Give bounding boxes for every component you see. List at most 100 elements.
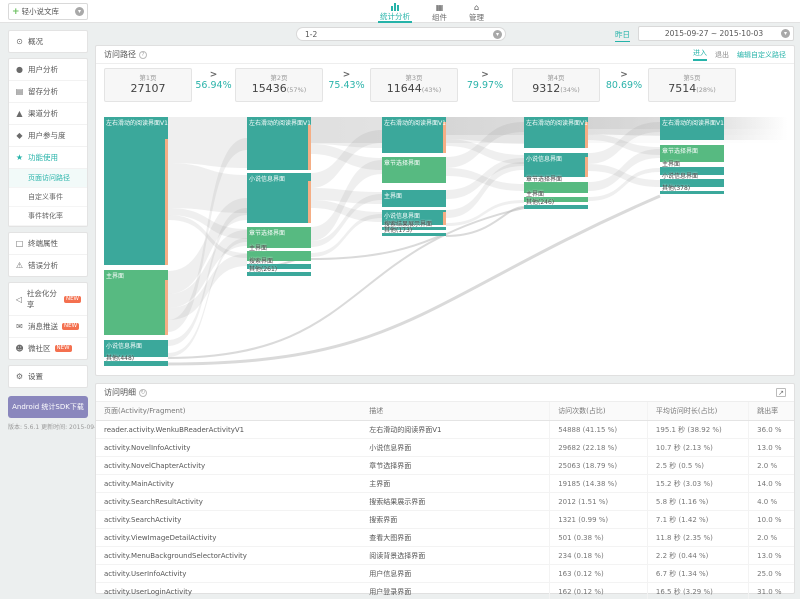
chevron-down-icon[interactable]: ▾ bbox=[75, 7, 84, 16]
path-view-link[interactable]: 编辑自定义路径 bbox=[737, 50, 786, 59]
sankey-node[interactable]: 主界面 bbox=[524, 191, 588, 202]
sankey-node[interactable]: 其他(246) bbox=[524, 199, 588, 209]
node-label: 主界面 bbox=[526, 191, 545, 198]
nav-tab-puzzle[interactable]: ▦ 组件 bbox=[430, 0, 449, 23]
detail-col-header: 访问次数(占比) bbox=[549, 402, 648, 421]
detail-col-header: 平均访问时长(占比) bbox=[646, 402, 749, 421]
node-label: 其他(261) bbox=[249, 266, 278, 273]
toolbar: 1-2 ▾ 昨日 2015-09-27 ~ 2015-10-03 ▾ bbox=[0, 26, 800, 42]
sidebar-item-label: 消息推送 bbox=[28, 322, 58, 331]
sankey-node[interactable]: 搜索界面 bbox=[247, 258, 311, 269]
sidebar-item-feature-usage[interactable]: ★ 功能使用 bbox=[9, 147, 87, 169]
sankey-node[interactable]: 小说信息界面 bbox=[104, 340, 168, 357]
metric-value: 16.5 秒 (3.29 %) bbox=[646, 582, 749, 599]
sidebar-item-error-analysis[interactable]: ⚠ 错误分析 bbox=[9, 255, 87, 276]
transition-rate: 79.97% bbox=[466, 80, 504, 91]
sankey-node[interactable]: 章节选择界面 bbox=[524, 176, 588, 193]
sidebar-item-label: 微社区 bbox=[28, 344, 51, 353]
android-sdk-download-button[interactable]: Android 统计SDK下载 bbox=[8, 396, 88, 418]
sankey-node[interactable]: 小说信息界面 bbox=[660, 173, 724, 187]
sidebar-subitem[interactable]: 页面访问路径 bbox=[9, 169, 87, 188]
sankey-node[interactable]: 小说信息界面 bbox=[382, 210, 446, 225]
sidebar-item-social-share[interactable]: ◁ 社会化分享 NEW bbox=[9, 283, 87, 316]
sankey-node[interactable]: 左右滑动的阅读界面V1 bbox=[247, 117, 311, 170]
sankey-node[interactable]: 左右滑动的阅读界面V1 bbox=[660, 117, 724, 140]
sankey-node[interactable]: 其他(173) bbox=[382, 227, 446, 236]
new-badge: NEW bbox=[54, 345, 72, 352]
sidebar-item-channel[interactable]: ▲ 渠道分析 bbox=[9, 103, 87, 125]
sidebar-subitem[interactable]: 自定义事件 bbox=[9, 188, 87, 207]
bar-chart-icon bbox=[391, 3, 399, 11]
export-icon[interactable]: ↗ bbox=[776, 388, 786, 397]
sidebar-item-overview[interactable]: ⊙ 概况 bbox=[9, 31, 87, 52]
visit-detail-title: 访问明细 bbox=[104, 388, 136, 397]
engagement-icon: ◆ bbox=[16, 131, 23, 140]
exit-strip bbox=[308, 124, 311, 170]
sankey-node[interactable]: 搜索结果展示界面 bbox=[382, 221, 446, 230]
table-row: activity.SearchActivity 搜索界面 1321 (0.99 %)… bbox=[96, 510, 794, 529]
sankey-node[interactable]: 左右滑动的阅读界面V1 bbox=[524, 117, 588, 148]
sankey-node[interactable]: 其他(378) bbox=[660, 185, 724, 194]
node-bar bbox=[382, 190, 446, 207]
chevron-down-icon[interactable]: ▾ bbox=[781, 29, 790, 38]
refresh-icon[interactable]: ↻ bbox=[139, 388, 147, 397]
app-selector[interactable]: + 轻小说文库 ▾ bbox=[8, 3, 88, 20]
sidebar-item-retention[interactable]: ▤ 留存分析 bbox=[9, 81, 87, 103]
node-label: 章节选择界面 bbox=[662, 148, 699, 155]
node-bar bbox=[247, 227, 311, 248]
node-bar bbox=[382, 157, 446, 183]
date-range-picker[interactable]: 2015-09-27 ~ 2015-10-03 ▾ bbox=[638, 26, 794, 41]
sidebar-group: ⊙ 概况 bbox=[8, 30, 88, 53]
node-label: 其他(378) bbox=[662, 185, 691, 192]
nav-tab-manage[interactable]: ⌂ 管理 bbox=[467, 0, 486, 23]
sidebar-subitem[interactable]: 事件转化率 bbox=[9, 207, 87, 226]
node-bar bbox=[382, 227, 446, 230]
sankey-node[interactable]: 章节选择界面 bbox=[660, 145, 724, 162]
sankey-node[interactable]: 小说信息界面 bbox=[247, 173, 311, 223]
step-transition: >79.97% bbox=[455, 70, 515, 91]
sankey-node[interactable]: 主界面 bbox=[104, 270, 168, 335]
step-value: 27107 bbox=[130, 82, 166, 95]
quick-range-yesterday[interactable]: 昨日 bbox=[615, 29, 630, 42]
sankey-node[interactable]: 主界面 bbox=[660, 161, 724, 175]
sidebar-item-user-analysis[interactable]: ● 用户分析 bbox=[9, 59, 87, 81]
step-share: (34%) bbox=[560, 86, 580, 94]
chevron-down-icon[interactable]: ▾ bbox=[493, 29, 502, 39]
sankey-node[interactable]: 主界面 bbox=[382, 190, 446, 207]
sidebar-item-device[interactable]: □ 终端属性 bbox=[9, 233, 87, 255]
node-bar bbox=[382, 233, 446, 236]
detail-col-header: 跳出率 bbox=[748, 402, 794, 421]
sidebar-item-engagement[interactable]: ◆ 用户参与度 bbox=[9, 125, 87, 147]
sankey-node[interactable]: 章节选择界面 bbox=[247, 227, 311, 248]
sidebar-item-settings[interactable]: ⚙ 设置 bbox=[9, 366, 87, 387]
sankey-node[interactable]: 其他(448) bbox=[104, 355, 168, 366]
node-label: 其他(448) bbox=[106, 355, 135, 362]
sankey-node[interactable]: 左右滑动的阅读界面V1 bbox=[104, 117, 168, 265]
node-bar bbox=[660, 191, 724, 194]
node-label: 其他(246) bbox=[526, 199, 555, 206]
page-filter-select[interactable]: 1-2 ▾ bbox=[296, 27, 506, 41]
table-row: activity.MenuBackgroundSelectorActivity 阅… bbox=[96, 546, 794, 565]
sankey-node[interactable]: 左右滑动的阅读界面V1 bbox=[382, 117, 446, 153]
manage-icon: ⌂ bbox=[473, 2, 480, 12]
path-view-link[interactable]: 退出 bbox=[715, 50, 729, 59]
activity-name: activity.SearchActivity bbox=[96, 510, 362, 529]
path-view-link[interactable]: 进入 bbox=[693, 48, 707, 61]
activity-desc: 搜索界面 bbox=[361, 510, 550, 529]
sankey-node[interactable]: 其他(261) bbox=[247, 266, 311, 276]
sidebar-item-label: 功能使用 bbox=[28, 153, 58, 162]
metric-value: 501 (0.38 %) bbox=[549, 528, 648, 547]
help-icon[interactable]: ? bbox=[139, 50, 147, 59]
sankey-node[interactable]: 小说信息界面 bbox=[524, 153, 588, 177]
sidebar-item-label: 设置 bbox=[28, 372, 43, 381]
metric-value: 10.0 % bbox=[748, 510, 794, 529]
sidebar-item-label: 概况 bbox=[28, 37, 43, 46]
sidebar-item-push[interactable]: ✉ 消息推送 NEW bbox=[9, 316, 87, 338]
sankey-node[interactable]: 章节选择界面 bbox=[382, 157, 446, 183]
nav-tab-bar-chart[interactable]: 统计分析 bbox=[378, 0, 412, 23]
metric-value: 54888 (41.15 %) bbox=[549, 420, 648, 439]
sankey-node[interactable]: 主界面 bbox=[247, 245, 311, 261]
node-label: 左右滑动的阅读界面V1 bbox=[526, 120, 588, 127]
sidebar-item-community[interactable]: ☻ 微社区 NEW bbox=[9, 338, 87, 359]
